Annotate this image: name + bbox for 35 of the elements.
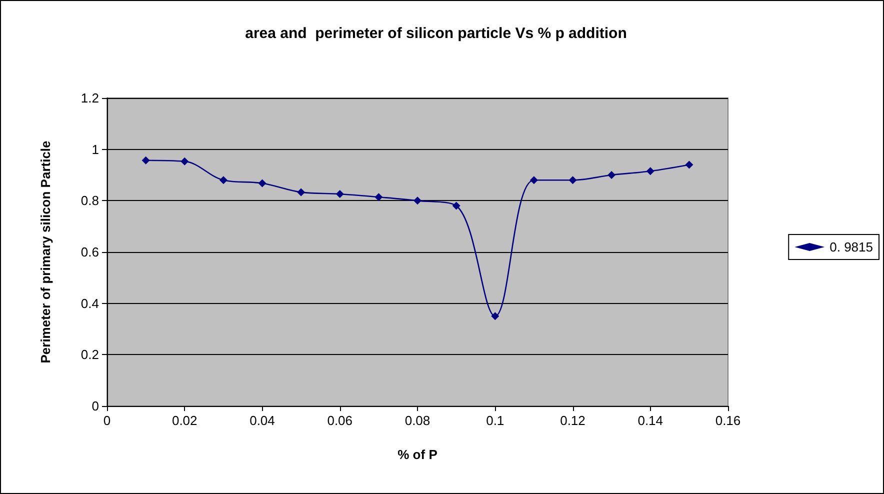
point <box>608 171 616 179</box>
point <box>491 312 500 320</box>
y-tick-label: 0.6 <box>80 244 99 260</box>
y-axis-title: Perimeter of primary silicon Particle <box>38 140 53 364</box>
point <box>530 176 538 184</box>
y-tick-label: 1.2 <box>80 90 99 106</box>
point <box>180 157 189 166</box>
x-tick-label: 0.04 <box>250 413 275 428</box>
x-tick-label: 0.14 <box>638 413 664 428</box>
point <box>142 156 150 164</box>
x-tick-label: 0.02 <box>172 413 198 428</box>
point <box>219 176 228 184</box>
chart-title: area and perimeter of silicon particle Vs % p addition <box>245 25 627 42</box>
point <box>685 160 694 169</box>
y-tick-label: 0 <box>92 398 99 414</box>
x-tick-label: 0.16 <box>715 413 741 428</box>
x-tick-label: 0 <box>103 413 111 428</box>
point <box>297 188 306 196</box>
y-tick-label: 1 <box>92 142 99 157</box>
x-tick-label: 0.06 <box>327 413 353 428</box>
point <box>452 202 460 210</box>
point <box>646 167 654 176</box>
x-axis-title: % of P <box>398 447 438 462</box>
point <box>568 176 577 184</box>
x-tick-label: 0.1 <box>486 413 504 428</box>
x-tick-label: 0.12 <box>560 413 586 428</box>
point <box>336 190 344 198</box>
y-tick-label: 0.8 <box>80 193 99 208</box>
point <box>414 196 422 205</box>
y-tick-label: 0.2 <box>80 347 99 362</box>
point <box>258 179 266 188</box>
x-tick-label: 0.08 <box>404 413 430 428</box>
legend-label: 0. 9815 <box>830 240 873 254</box>
y-tick-label: 0.4 <box>80 296 99 311</box>
point <box>374 193 383 202</box>
